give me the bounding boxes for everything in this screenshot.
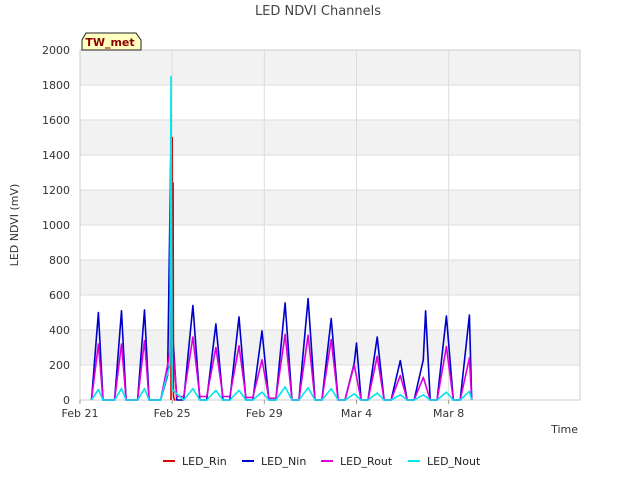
plot-band [80,190,580,225]
y-axis-label: LED NDVI (mV) [8,184,21,267]
plot-bands [80,50,580,365]
series-lines [90,75,473,401]
y-tick-label: 1000 [42,219,70,232]
legend-label: LED_Nin [261,455,306,468]
site-badge: TW_met [81,32,142,51]
y-tick-label: 1800 [42,79,70,92]
series-line-led-nout [90,75,473,401]
y-tick-label: 2000 [42,44,70,57]
plot-frame [79,49,581,401]
x-axis-ticks: Feb 21 Feb 25 Feb 29 Mar 4 Mar 8 [62,400,464,420]
x-axis-label: Time [550,423,578,436]
y-tick-label: 600 [49,289,70,302]
legend-label: LED_Rout [340,455,393,468]
x-tick-label: Feb 21 [62,407,99,420]
site-badge-label: TW_met [85,36,134,49]
plot-band [80,50,580,85]
y-tick-label: 200 [49,359,70,372]
y-tick-label: 0 [63,394,70,407]
x-tick-label: Mar 8 [433,407,464,420]
y-axis-ticks: 0 200 400 600 800 1000 1200 1400 1600 1800 2000 [42,44,70,407]
legend-label: LED_Rin [182,455,227,468]
plot-band [80,120,580,155]
y-tick-label: 800 [49,254,70,267]
x-tick-label: Feb 29 [246,407,283,420]
y-tick-label: 1200 [42,184,70,197]
x-tick-label: Feb 25 [154,407,191,420]
chart-title: LED NDVI Channels [255,4,381,19]
y-tick-label: 1600 [42,114,70,127]
y-tick-label: 1400 [42,149,70,162]
legend: LED_Rin LED_Nin LED_Rout LED_Nout [163,455,481,468]
y-tick-label: 400 [49,324,70,337]
legend-label: LED_Nout [427,455,481,468]
x-tick-label: Mar 4 [341,407,372,420]
plot-band [80,260,580,295]
